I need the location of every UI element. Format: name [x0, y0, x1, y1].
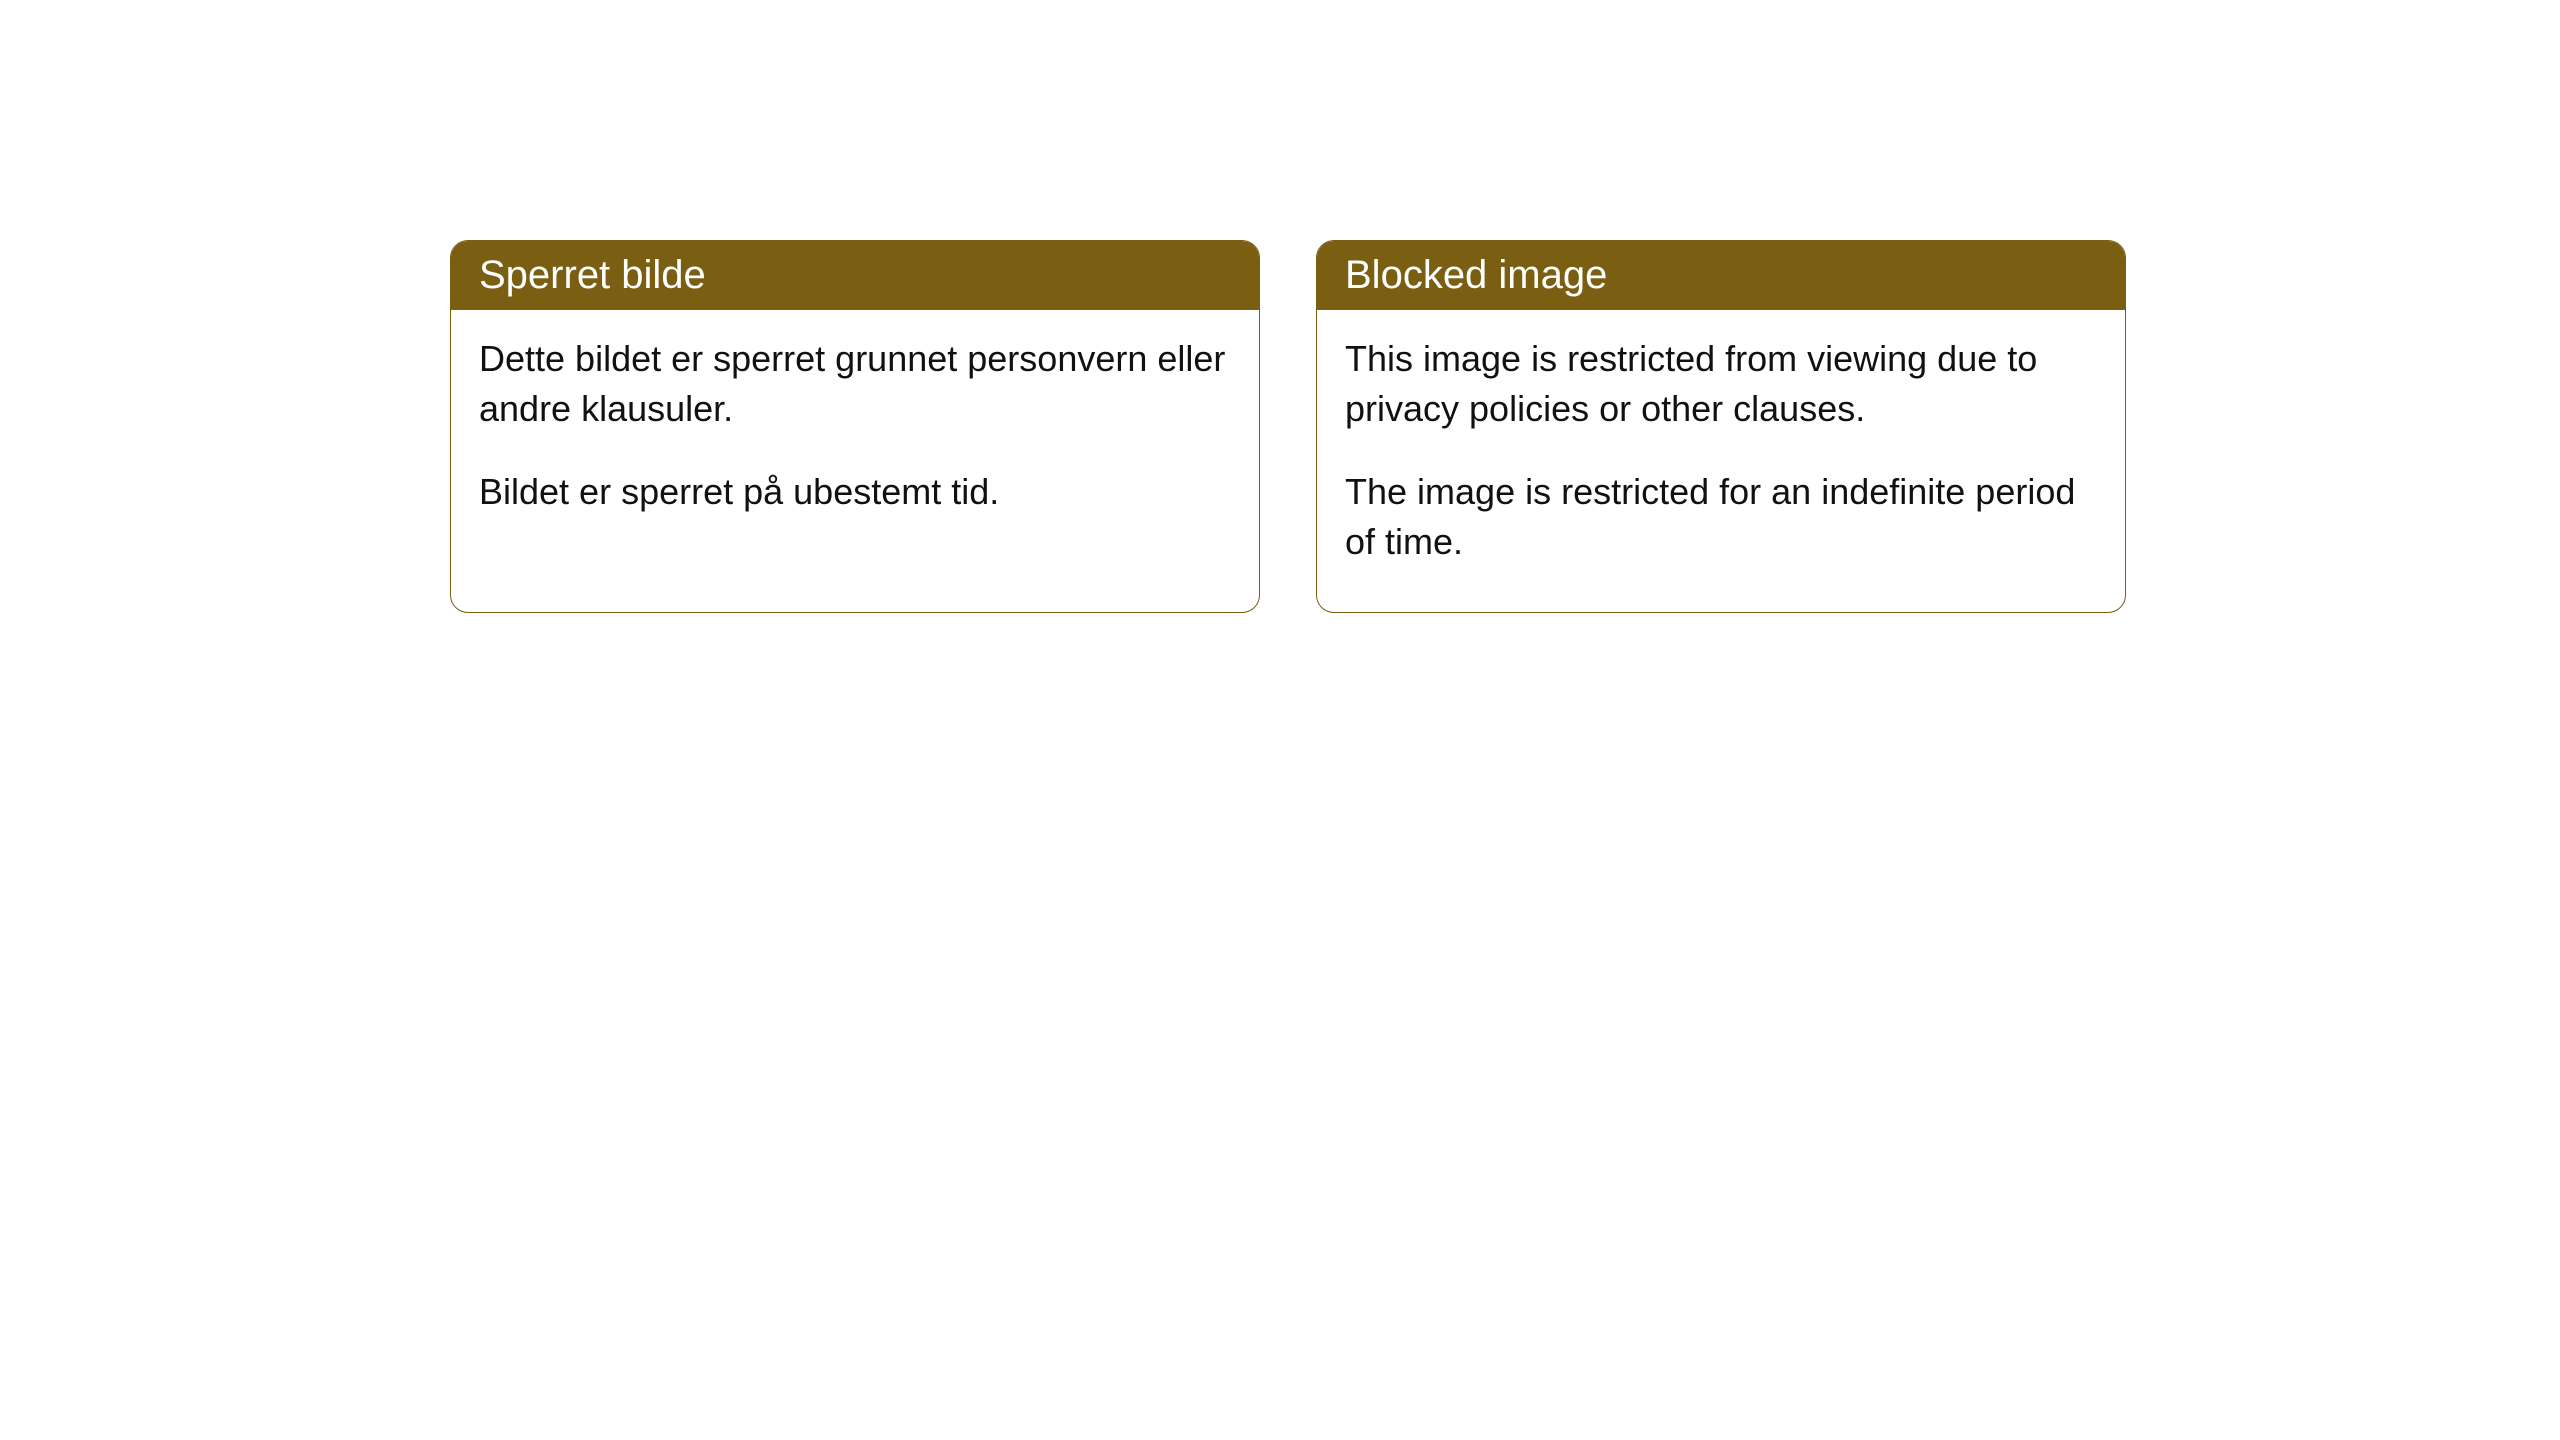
card-body: This image is restricted from viewing du…: [1317, 310, 2125, 612]
card-title: Sperret bilde: [479, 253, 706, 297]
blocked-image-card-no: Sperret bilde Dette bildet er sperret gr…: [450, 240, 1260, 613]
card-paragraph: The image is restricted for an indefinit…: [1345, 467, 2097, 568]
blocked-image-card-en: Blocked image This image is restricted f…: [1316, 240, 2126, 613]
card-body: Dette bildet er sperret grunnet personve…: [451, 310, 1259, 561]
card-paragraph: This image is restricted from viewing du…: [1345, 334, 2097, 435]
card-title: Blocked image: [1345, 253, 1607, 297]
notice-cards-container: Sperret bilde Dette bildet er sperret gr…: [450, 240, 2560, 613]
card-header: Sperret bilde: [451, 241, 1259, 310]
card-header: Blocked image: [1317, 241, 2125, 310]
card-paragraph: Bildet er sperret på ubestemt tid.: [479, 467, 1231, 517]
card-paragraph: Dette bildet er sperret grunnet personve…: [479, 334, 1231, 435]
